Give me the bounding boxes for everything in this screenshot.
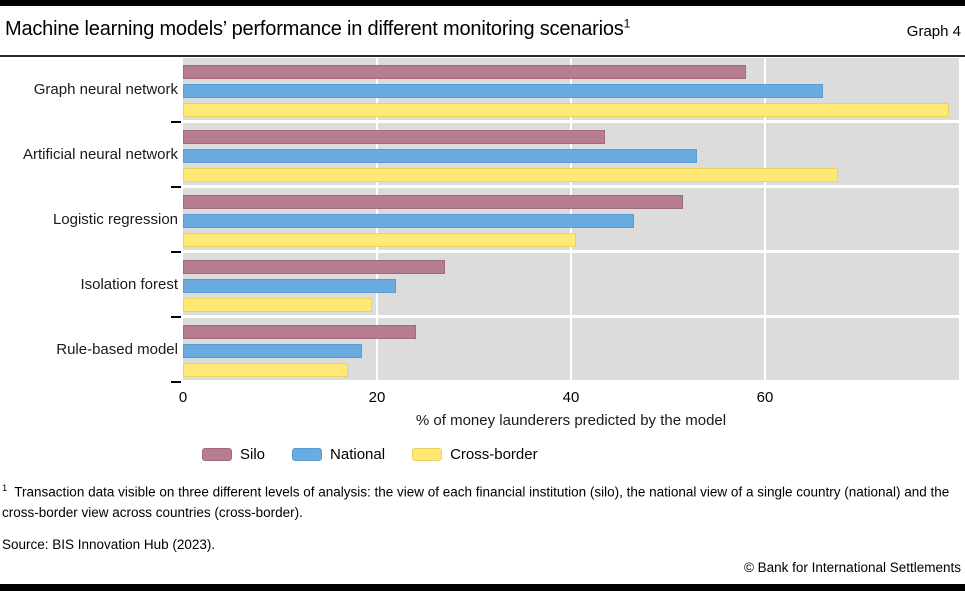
x-axis-title: % of money launderers predicted by the m… [415,412,727,429]
bar-silo [183,195,683,209]
header-divider [0,55,965,57]
bar-cross-border [183,103,950,117]
chart-legend: Silo National Cross-border [202,446,538,463]
bar-cross-border [183,168,838,182]
bar-silo [183,325,416,339]
footnote-marker: 1 [2,483,8,494]
y-axis-tick [171,250,181,253]
legend-swatch-national [292,448,323,461]
title-footnote-marker: 1 [623,16,631,31]
bottom-rule [0,584,965,591]
y-axis-tick [171,185,181,188]
x-tick-label: 40 [562,389,580,406]
y-axis-tick [171,380,181,383]
bar-silo [183,65,746,79]
legend-label: Cross-border [450,446,538,463]
copyright-line: © Bank for International Settlements [743,560,961,575]
bar-national [183,214,635,228]
legend-entry-cross-border: Cross-border [412,446,538,463]
page-title-text: Machine learning models’ performance in … [5,18,624,40]
legend-swatch-cross-border [412,448,443,461]
page-title: Machine learning models’ performance in … [5,16,630,42]
top-rule [0,0,965,6]
bar-national [183,279,397,293]
legend-label: Silo [240,446,266,463]
gridline [764,58,766,380]
legend-entry-national: National [292,446,385,463]
x-tick-label: 60 [756,389,774,406]
footnote: 1 Transaction data visible on three diffe… [2,482,960,523]
category-label: Graph neural network [33,80,178,98]
x-tick-label: 0 [178,389,188,406]
bar-national [183,149,698,163]
bar-cross-border [183,233,576,247]
category-label: Logistic regression [52,210,178,228]
bar-cross-border [183,363,348,377]
bar-silo [183,260,445,274]
legend-label: National [330,446,386,463]
category-label: Artificial neural network [22,145,178,163]
bar-national [183,84,824,98]
source-line: Source: BIS Innovation Hub (2023). [2,537,216,552]
legend-swatch-silo [202,448,232,461]
y-axis-tick [171,315,181,318]
category-label: Isolation forest [80,275,178,293]
legend-entry-silo: Silo [202,446,265,463]
y-axis-tick [171,120,181,123]
bar-national [183,344,363,358]
bar-cross-border [183,298,373,312]
category-label: Rule-based model [56,340,178,358]
graph-number-label: Graph 4 [906,23,961,40]
x-tick-label: 20 [368,389,386,406]
footnote-text: Transaction data visible on three differ… [2,484,950,520]
bar-silo [183,130,605,144]
